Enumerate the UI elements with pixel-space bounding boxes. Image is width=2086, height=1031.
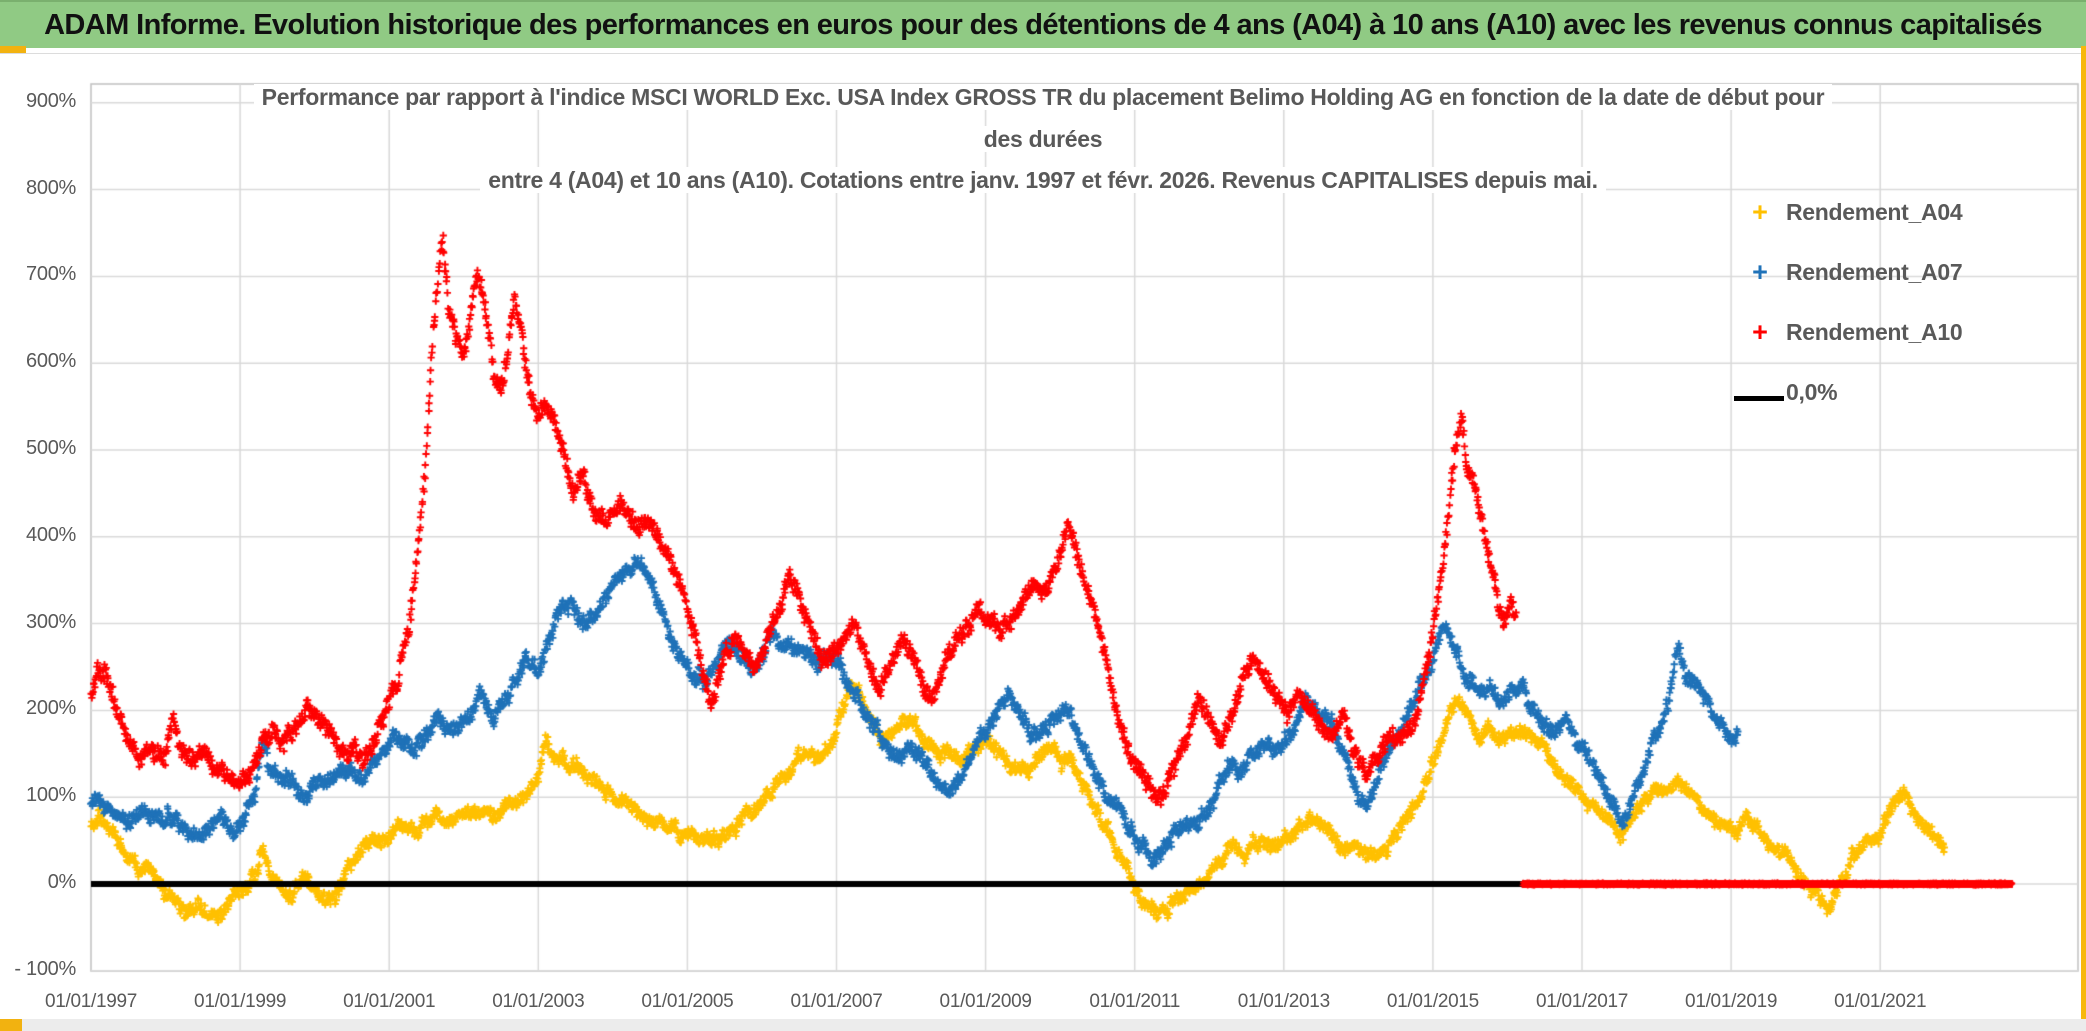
x-tick-label: 01/01/2005 bbox=[641, 991, 734, 1012]
x-tick-label: 01/01/2019 bbox=[1685, 991, 1778, 1012]
y-tick-label: 600% bbox=[26, 350, 76, 373]
x-tick-label: 01/01/2015 bbox=[1386, 991, 1479, 1012]
x-tick-label: 01/01/2009 bbox=[939, 991, 1032, 1012]
y-tick-label: 500% bbox=[26, 437, 76, 459]
x-tick-label: 01/01/1999 bbox=[194, 991, 287, 1012]
legend-label: Rendement_A04 bbox=[1786, 198, 1963, 225]
legend-label: 0,0% bbox=[1786, 378, 1838, 405]
x-tick-label: 01/01/2017 bbox=[1535, 991, 1629, 1012]
banner-title: ADAM Informe. Evolution historique des p… bbox=[44, 8, 2042, 41]
banner-accent-tab bbox=[0, 46, 26, 53]
x-tick-label: 01/01/2003 bbox=[492, 991, 585, 1012]
legend-item-rendement-a07[interactable]: + Rendement_A07 bbox=[1734, 242, 1963, 302]
legend-item-0-0-[interactable]: 0,0% bbox=[1734, 362, 1962, 422]
y-tick-label: - 100% bbox=[14, 957, 76, 980]
legend-item-rendement-a04[interactable]: + Rendement_A04 bbox=[1734, 182, 1963, 242]
y-tick-label: 100% bbox=[26, 784, 76, 807]
legend-label: Rendement_A10 bbox=[1786, 318, 1963, 345]
legend-item-rendement-a10[interactable]: + Rendement_A10 bbox=[1734, 302, 1963, 362]
banner-divider bbox=[0, 53, 2086, 54]
y-tick-label: 0% bbox=[47, 871, 77, 893]
y-tick-label: 300% bbox=[26, 610, 76, 633]
x-tick-label: 01/01/2011 bbox=[1089, 991, 1181, 1012]
legend: + Rendement_A04 + Rendement_A07 + Rendement_A… bbox=[1734, 182, 1963, 422]
zero-line-swatch bbox=[1734, 379, 1786, 406]
window-corner-accent bbox=[0, 1019, 22, 1031]
legend-label: Rendement_A07 bbox=[1786, 258, 1963, 285]
x-tick-label: 01/01/2001 bbox=[343, 991, 436, 1012]
window-edge-right bbox=[2081, 46, 2086, 1031]
banner: ADAM Informe. Evolution historique des p… bbox=[0, 0, 2086, 48]
y-tick-label: 900% bbox=[26, 89, 76, 112]
y-tick-label: 700% bbox=[26, 263, 76, 286]
x-tick-label: 01/01/2013 bbox=[1237, 991, 1330, 1012]
y-tick-label: 400% bbox=[26, 523, 76, 546]
plus-marker-icon: + bbox=[1752, 196, 1768, 227]
y-tick-label: 200% bbox=[26, 697, 76, 720]
y-tick-label: 800% bbox=[26, 176, 76, 199]
plus-marker-icon: + bbox=[1752, 316, 1768, 347]
x-tick-label: 01/01/2007 bbox=[790, 991, 883, 1012]
x-tick-label: 01/01/1997 bbox=[44, 991, 138, 1012]
window-edge-bottom bbox=[0, 1019, 2086, 1031]
x-tick-label: 01/01/2021 bbox=[1834, 991, 1927, 1012]
plus-marker-icon: + bbox=[1752, 256, 1768, 287]
